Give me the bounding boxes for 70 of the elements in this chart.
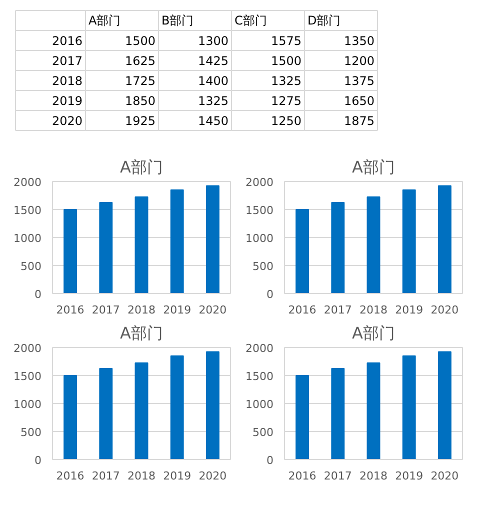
x-tick-label: 2017 [324,470,352,482]
data-label: 1325 [198,94,229,108]
data-label: 1275 [270,94,302,108]
x-tick-label: 2017 [92,304,120,316]
data-label: 1325 [270,74,302,88]
data-label: 1650 [344,94,375,108]
data-label: 1400 [198,74,229,88]
y-tick-label: 2016 [52,34,83,48]
x-tick-label: C部门 [234,14,267,28]
data-label: 1300 [198,34,229,48]
y-tick-label: 2000 [246,176,274,189]
y-tick-label: 1000 [14,232,42,245]
x-tick-label: 2016 [288,304,316,316]
x-tick-label: 2018 [128,304,156,316]
y-tick-label: 2000 [246,342,274,355]
y-tick-label: 0 [34,288,42,301]
x-tick-label: 2018 [360,470,388,482]
y-tick-label: 2020 [52,114,83,128]
chart-title: A部门 [120,158,163,176]
y-tick-label: 1000 [246,232,274,245]
x-tick-label: 2020 [430,304,459,316]
data-label: 1625 [124,54,156,68]
x-tick-label: B部门 [162,14,194,28]
data-label: 1375 [344,74,375,88]
y-tick-label: 0 [266,454,274,467]
data-label: 1350 [344,34,375,48]
y-tick-label: 2000 [14,176,42,189]
x-tick-label: 2019 [163,470,192,482]
x-tick-label: 2020 [198,304,227,316]
y-tick-label: 1000 [246,398,274,411]
y-tick-label: 500 [20,426,42,439]
y-tick-label: 1000 [14,398,42,411]
y-tick-label: 1500 [14,370,42,383]
y-tick-label: 2019 [52,94,83,108]
y-tick-label: 500 [20,260,42,273]
y-tick-label: 0 [34,454,42,467]
data-label: 1425 [198,54,229,68]
x-tick-label: 2020 [198,470,227,482]
x-tick-label: 2018 [360,304,388,316]
y-tick-label: 0 [266,288,274,301]
chart-title: A部门 [120,324,163,342]
x-tick-label: A部门 [88,14,121,28]
x-tick-label: 2016 [288,470,316,482]
y-tick-label: 1500 [246,204,274,217]
x-tick-label: 2019 [163,304,192,316]
y-tick-label: 1500 [14,204,42,217]
x-tick-label: 2017 [92,470,120,482]
x-tick-label: 2019 [395,304,424,316]
data-label: 1200 [344,54,375,68]
y-tick-label: 2017 [52,54,83,68]
y-tick-label: 1500 [246,370,274,383]
data-label: 1500 [124,34,156,48]
x-tick-label: 2019 [395,470,424,482]
x-tick-label: D部门 [308,14,341,28]
data-label: 1875 [344,114,375,128]
x-tick-label: 2018 [128,470,156,482]
y-tick-label: 500 [252,260,274,273]
data-label: 1450 [198,114,229,128]
y-tick-label: 2018 [52,74,83,88]
chart-title: A部门 [352,158,395,176]
y-tick-label: 500 [252,426,274,439]
data-label: 1850 [124,94,156,108]
data-label: 1250 [270,114,302,128]
x-tick-label: 2017 [324,304,352,316]
data-label: 1725 [124,74,156,88]
x-tick-label: 2020 [430,470,459,482]
data-label: 1925 [124,114,156,128]
chart-title: A部门 [352,324,395,342]
y-tick-label: 2000 [14,342,42,355]
data-label: 1575 [270,34,302,48]
